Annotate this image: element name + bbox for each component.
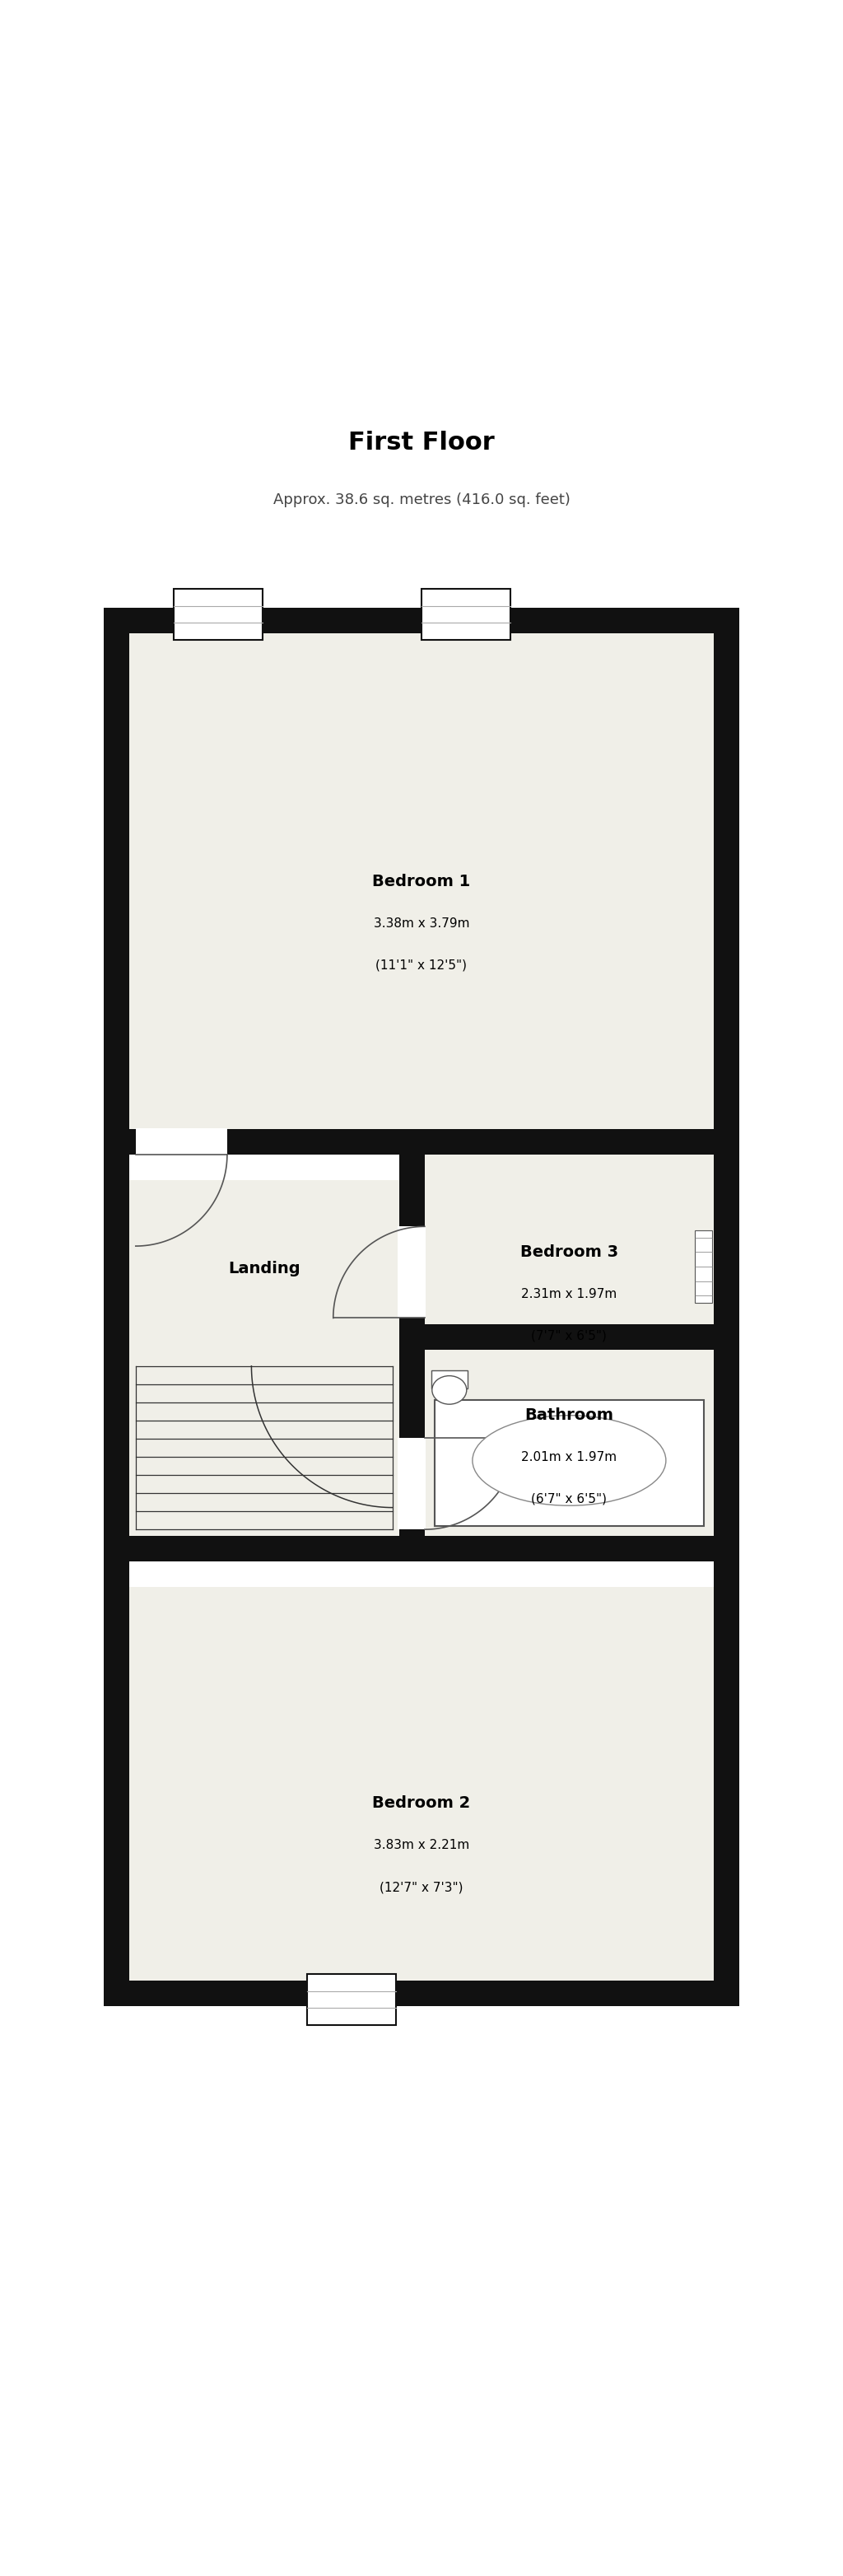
Ellipse shape — [432, 1376, 466, 1404]
Bar — [695, 1231, 712, 1303]
Bar — [104, 608, 129, 2007]
Bar — [425, 1350, 714, 1535]
Bar — [714, 1561, 739, 2007]
Text: Bathroom: Bathroom — [524, 1406, 614, 1422]
Bar — [400, 1154, 425, 1561]
Bar — [104, 1981, 739, 2007]
Bar — [104, 1535, 739, 1561]
Bar — [400, 1324, 739, 1350]
Text: 2.01m x 1.97m: 2.01m x 1.97m — [521, 1450, 617, 1463]
Text: Bedroom 2: Bedroom 2 — [373, 1795, 470, 1811]
Text: 3.83m x 2.21m: 3.83m x 2.21m — [373, 1839, 470, 1852]
Text: Approx. 38.6 sq. metres (416.0 sq. feet): Approx. 38.6 sq. metres (416.0 sq. feet) — [273, 492, 570, 507]
Bar — [307, 1973, 396, 2025]
Text: (11'1" x 12'5"): (11'1" x 12'5") — [376, 958, 467, 971]
Bar — [431, 1370, 468, 1388]
Bar — [104, 608, 739, 634]
Bar — [714, 608, 739, 1561]
Bar — [136, 1128, 227, 1157]
Bar — [422, 590, 510, 639]
Bar — [425, 1154, 714, 1324]
Text: Bedroom 3: Bedroom 3 — [520, 1244, 618, 1260]
Ellipse shape — [472, 1414, 666, 1504]
Bar — [104, 1128, 739, 1154]
Bar — [174, 590, 263, 639]
Text: Bedroom 1: Bedroom 1 — [373, 873, 470, 889]
Bar — [398, 1437, 426, 1530]
Text: (6'7" x 6'5"): (6'7" x 6'5") — [531, 1494, 607, 1504]
Text: First Floor: First Floor — [348, 430, 495, 456]
Bar — [129, 1587, 714, 1981]
Text: 3.38m x 3.79m: 3.38m x 3.79m — [373, 917, 470, 930]
Bar — [435, 1401, 704, 1525]
Text: Landing: Landing — [228, 1262, 300, 1278]
Bar — [398, 1226, 426, 1319]
Text: (7'7" x 6'5"): (7'7" x 6'5") — [531, 1329, 607, 1342]
Text: 2.31m x 1.97m: 2.31m x 1.97m — [521, 1288, 617, 1301]
Bar — [129, 634, 714, 1128]
Text: (12'7" x 7'3"): (12'7" x 7'3") — [379, 1880, 464, 1893]
Bar — [129, 1180, 400, 1535]
